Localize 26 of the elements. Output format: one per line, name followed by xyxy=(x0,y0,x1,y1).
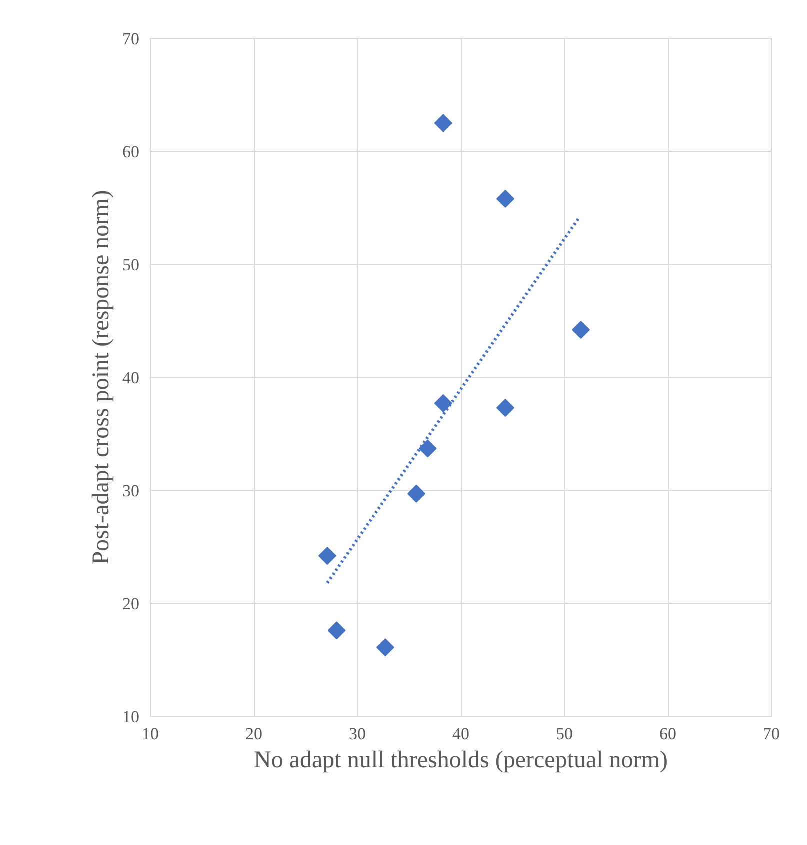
x-axis-title: No adapt null thresholds (perceptual norm) xyxy=(254,748,668,774)
point xyxy=(434,394,452,412)
y-axis-title: Post-adapt cross point (response norm) xyxy=(88,190,114,565)
y-tick-label: 10 xyxy=(122,708,140,726)
y-tick-label: 60 xyxy=(122,142,140,162)
point xyxy=(434,114,452,132)
x-tick-label: 50 xyxy=(556,724,573,744)
point xyxy=(376,638,394,657)
x-tick-label: 70 xyxy=(763,724,780,744)
y-tick-label: 50 xyxy=(122,256,140,274)
x-tick-label: 20 xyxy=(246,724,262,744)
x-tick-label: 10 xyxy=(142,724,159,744)
point xyxy=(318,547,336,566)
x-tick-label: 60 xyxy=(660,724,676,744)
point xyxy=(408,484,426,503)
point xyxy=(496,190,514,208)
y-tick-label: 40 xyxy=(122,368,140,388)
x-tick-label: 40 xyxy=(452,724,470,744)
x-tick-label: 30 xyxy=(349,724,366,744)
point xyxy=(418,440,437,458)
point xyxy=(496,399,514,417)
y-tick-label: 70 xyxy=(122,30,140,48)
y-tick-label: 20 xyxy=(122,594,140,614)
point xyxy=(328,622,346,640)
y-tick-label: 30 xyxy=(122,482,140,500)
point xyxy=(572,321,590,340)
